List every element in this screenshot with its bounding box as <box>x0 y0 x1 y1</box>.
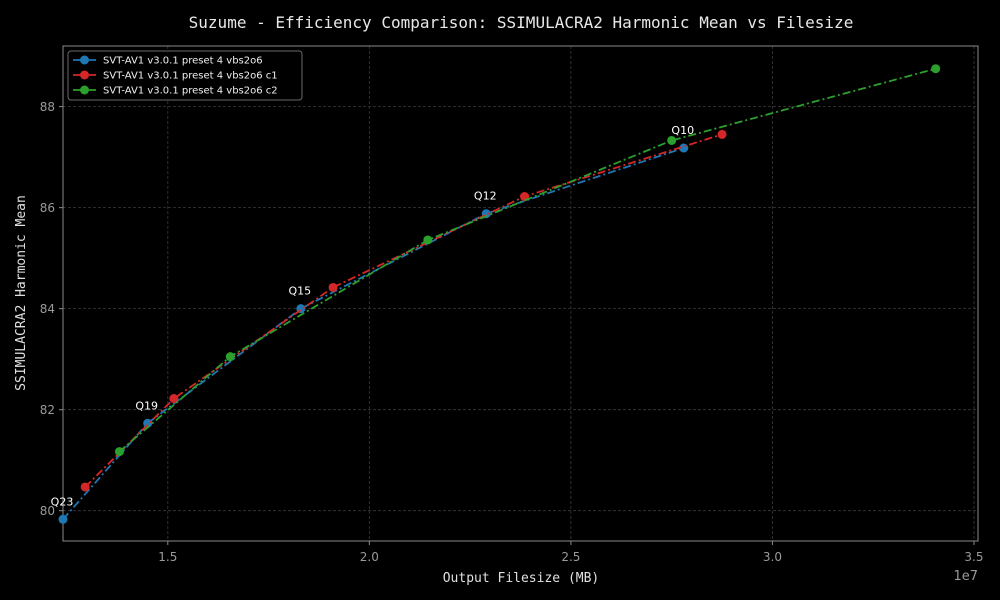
x-tick-label: 2.0 <box>360 550 379 564</box>
data-point <box>143 418 153 428</box>
point-annotation: Q19 <box>135 399 158 412</box>
x-tick-label: 3.5 <box>964 550 983 564</box>
series-2 <box>80 129 727 492</box>
legend-label: SVT-AV1 v3.0.1 preset 4 vbs2o6 <box>103 56 263 67</box>
legend: SVT-AV1 v3.0.1 preset 4 vbs2o6 SVT-AV1 v3… <box>67 50 303 101</box>
data-point <box>717 129 727 139</box>
grid <box>63 46 978 541</box>
y-tick-label: 84 <box>40 302 55 316</box>
data-point <box>58 514 68 524</box>
legend-label: SVT-AV1 v3.0.1 preset 4 vbs2o6 c1 <box>103 71 278 82</box>
data-point <box>225 352 235 362</box>
y-axis-label: SSIMULACRA2 Harmonic Mean <box>14 195 29 391</box>
point-annotation: Q12 <box>474 190 497 203</box>
legend-label: SVT-AV1 v3.0.1 preset 4 vbs2o6 c2 <box>103 86 278 97</box>
x-tick-label: 3.0 <box>763 550 782 564</box>
series-line <box>84 133 723 488</box>
x-tick-label: 1.5 <box>158 550 177 564</box>
legend-items: SVT-AV1 v3.0.1 preset 4 vbs2o6 SVT-AV1 v3… <box>73 55 278 97</box>
y-tick-label: 82 <box>40 403 55 417</box>
y-axis-ticks: 80 82 84 86 88 <box>40 100 63 518</box>
legend-box <box>67 50 303 101</box>
chart-title: Suzume - Efficiency Comparison: SSIMULAC… <box>189 13 854 32</box>
data-point <box>667 135 677 145</box>
plot-area-frame <box>62 45 979 542</box>
x-axis-offset-label: 1e7 <box>953 569 978 584</box>
annotations: Q23 Q19 Q15 Q12 Q10 <box>51 124 694 508</box>
data-point <box>328 282 338 292</box>
legend-marker <box>80 55 89 65</box>
y-tick-label: 86 <box>40 201 55 215</box>
point-annotation: Q23 <box>51 495 74 508</box>
point-annotation: Q15 <box>288 285 311 298</box>
legend-item: SVT-AV1 v3.0.1 preset 4 vbs2o6 <box>73 55 263 67</box>
point-annotation: Q10 <box>671 124 694 137</box>
legend-item: SVT-AV1 v3.0.1 preset 4 vbs2o6 c2 <box>73 85 278 97</box>
series-lines <box>58 64 941 524</box>
x-axis-ticks: 1.5 2.0 2.5 3.0 3.5 <box>158 541 984 564</box>
data-point <box>80 482 90 492</box>
legend-marker <box>80 70 89 80</box>
legend-marker <box>80 85 89 95</box>
data-point <box>114 447 124 457</box>
series-3 <box>114 64 941 457</box>
data-point <box>169 394 179 404</box>
data-point <box>423 235 433 245</box>
y-tick-label: 88 <box>40 100 55 114</box>
data-point <box>931 64 941 74</box>
y-tick-label: 80 <box>40 504 55 518</box>
x-tick-label: 2.5 <box>561 550 580 564</box>
legend-item: SVT-AV1 v3.0.1 preset 4 vbs2o6 c1 <box>73 70 278 82</box>
x-axis-label: Output Filesize (MB) <box>443 571 600 586</box>
